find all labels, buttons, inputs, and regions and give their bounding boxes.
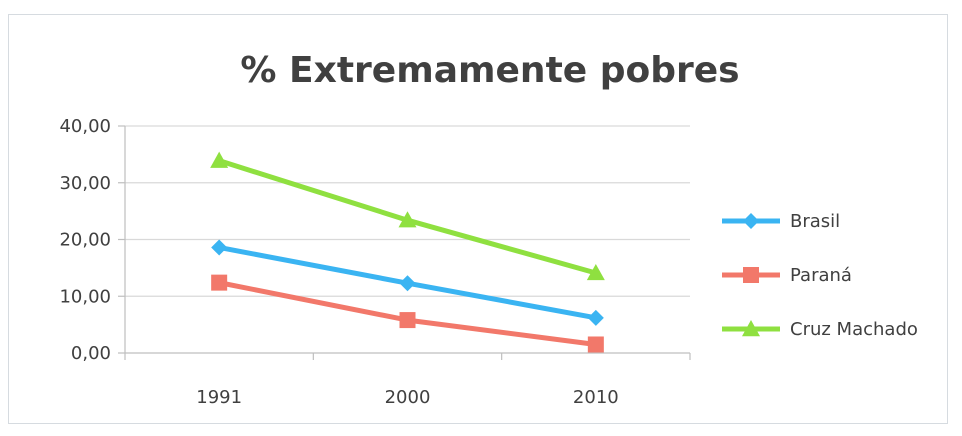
- x-tick-label: 2010: [573, 387, 619, 408]
- y-tick-label: 20,00: [59, 230, 111, 251]
- legend-label: Brasil: [790, 211, 840, 232]
- y-tick-label: 40,00: [59, 116, 111, 137]
- data-point: [587, 336, 604, 353]
- data-point: [211, 239, 228, 256]
- data-point: [211, 274, 228, 291]
- y-tick-label: 30,00: [59, 173, 111, 194]
- series-paran-: [211, 274, 604, 353]
- chart-frame: [8, 14, 948, 424]
- legend-entry: Paraná: [722, 265, 852, 286]
- data-point: [587, 309, 604, 326]
- gridlines: [125, 125, 690, 297]
- series-brasil: [211, 239, 604, 326]
- x-tick-label: 1991: [196, 387, 242, 408]
- series-cruz-machado: [210, 151, 605, 281]
- legend-marker: [742, 320, 760, 337]
- chart-title: % Extremamente pobres: [240, 50, 739, 91]
- y-tick-label: 0,00: [71, 343, 111, 364]
- data-point: [399, 312, 416, 329]
- data-point: [398, 211, 417, 228]
- legend-marker: [743, 267, 759, 283]
- legend-label: Paraná: [790, 265, 852, 286]
- legend-entry: Cruz Machado: [722, 319, 918, 340]
- data-point: [586, 263, 605, 281]
- data-point: [399, 275, 416, 292]
- data-point: [210, 151, 229, 168]
- axes: 0,00 10,00 20,00 30,00 40,00 1991 2000 2010: [59, 116, 691, 408]
- legend-marker: [743, 213, 759, 229]
- x-tick-label: 2000: [385, 387, 431, 408]
- legend: Brasil Paraná Cruz Machado: [722, 211, 918, 340]
- y-tick-label: 10,00: [59, 286, 111, 307]
- legend-label: Cruz Machado: [790, 319, 918, 340]
- series-group: [210, 151, 605, 353]
- legend-entry: Brasil: [722, 211, 840, 232]
